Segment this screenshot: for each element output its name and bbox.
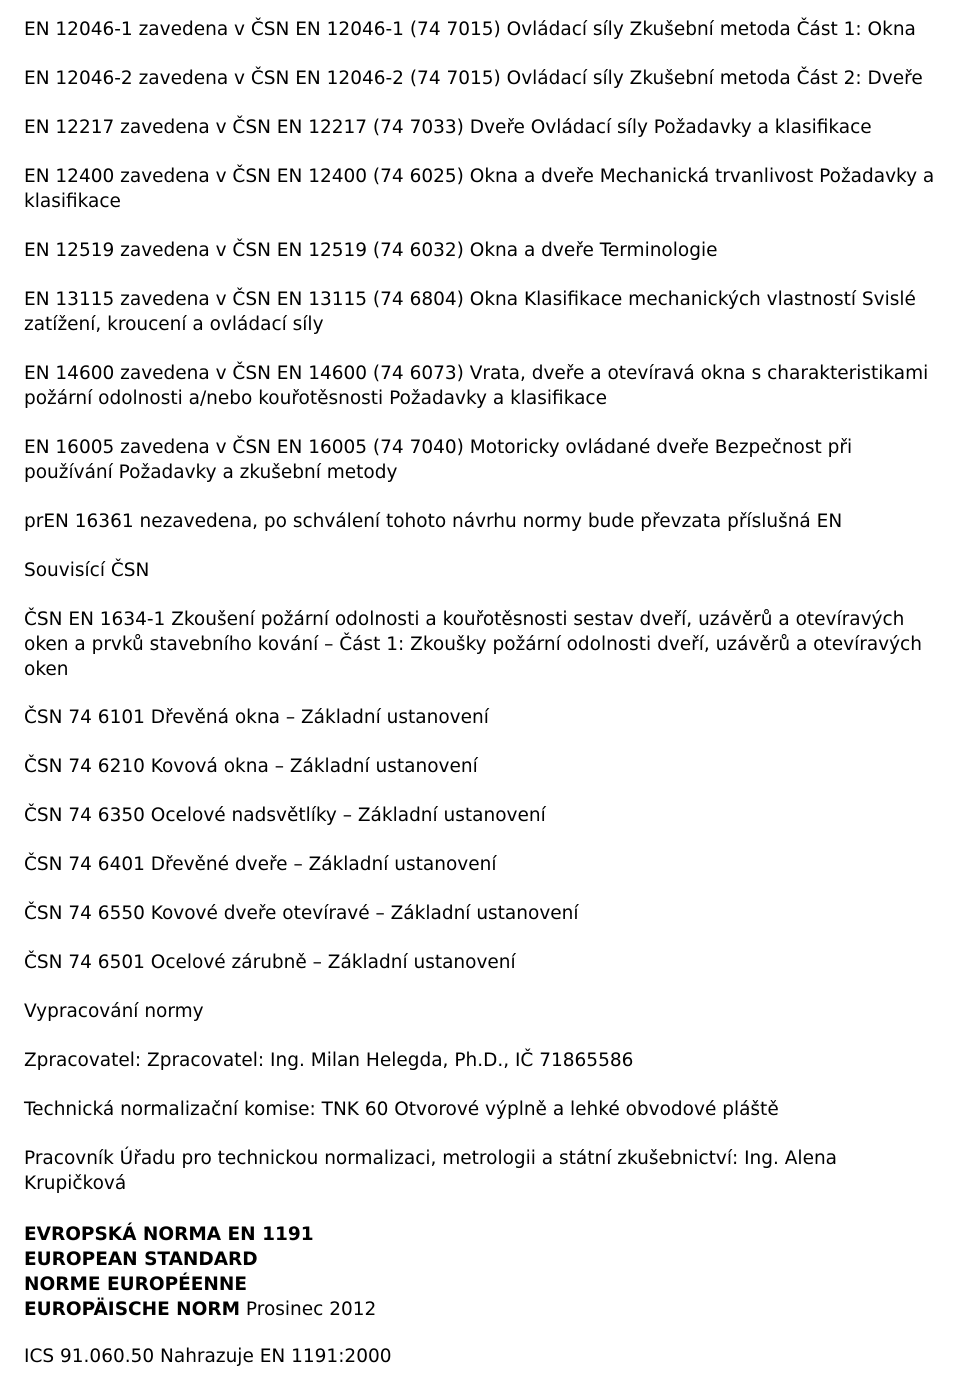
- paragraph: EN 14600 zavedena v ČSN EN 14600 (74 607…: [24, 362, 936, 412]
- paragraph: ČSN 74 6550 Kovové dveře otevíravé – Zák…: [24, 902, 936, 927]
- paragraph: Zpracovatel: Zpracovatel: Ing. Milan Hel…: [24, 1049, 936, 1074]
- paragraph: EN 12046-1 zavedena v ČSN EN 12046-1 (74…: [24, 18, 936, 43]
- paragraph: EN 13115 zavedena v ČSN EN 13115 (74 680…: [24, 288, 936, 338]
- paragraph: Technická normalizační komise: TNK 60 Ot…: [24, 1098, 936, 1123]
- paragraph: ČSN 74 6401 Dřevěné dveře – Základní ust…: [24, 853, 936, 878]
- standard-title-line-4: EUROPÄISCHE NORM Prosinec 2012: [24, 1298, 936, 1323]
- paragraph: ČSN EN 1634-1 Zkoušení požární odolnosti…: [24, 608, 936, 683]
- paragraph: Vypracování normy: [24, 1000, 936, 1025]
- standard-title-block: EVROPSKÁ NORMA EN 1191 EUROPEAN STANDARD…: [24, 1223, 936, 1323]
- paragraph: EN 12400 zavedena v ČSN EN 12400 (74 602…: [24, 165, 936, 215]
- title-norm: EN 1191: [221, 1224, 314, 1245]
- paragraph: EN 12046-2 zavedena v ČSN EN 12046-2 (74…: [24, 67, 936, 92]
- paragraph: EN 12217 zavedena v ČSN EN 12217 (74 703…: [24, 116, 936, 141]
- title-date: Prosinec 2012: [240, 1299, 376, 1320]
- paragraph: Souvisící ČSN: [24, 559, 936, 584]
- title-bold: EVROPSKÁ NORMA: [24, 1224, 221, 1245]
- title-bold: EUROPÄISCHE NORM: [24, 1299, 240, 1320]
- standard-title-line-3: NORME EUROPÉENNE: [24, 1273, 936, 1298]
- paragraph: Pracovník Úřadu pro technickou normaliza…: [24, 1147, 936, 1197]
- paragraph: EN 16005 zavedena v ČSN EN 16005 (74 704…: [24, 436, 936, 486]
- paragraph: ČSN 74 6501 Ocelové zárubně – Základní u…: [24, 951, 936, 976]
- paragraph: EN 12519 zavedena v ČSN EN 12519 (74 603…: [24, 239, 936, 264]
- paragraph: ČSN 74 6350 Ocelové nadsvětlíky – Základ…: [24, 804, 936, 829]
- standard-title-line-2: EUROPEAN STANDARD: [24, 1248, 936, 1273]
- paragraph: ČSN 74 6101 Dřevěná okna – Základní usta…: [24, 706, 936, 731]
- ics-footer: ICS 91.060.50 Nahrazuje EN 1191:2000: [24, 1345, 936, 1370]
- paragraph: ČSN 74 6210 Kovová okna – Základní ustan…: [24, 755, 936, 780]
- standard-title-line-1: EVROPSKÁ NORMA EN 1191: [24, 1223, 936, 1248]
- paragraph: prEN 16361 nezavedena, po schválení toho…: [24, 510, 936, 535]
